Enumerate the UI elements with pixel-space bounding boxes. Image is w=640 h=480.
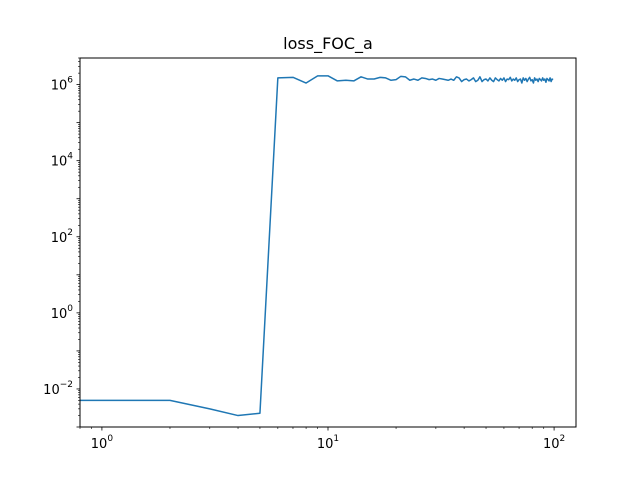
plot-frame [79, 57, 577, 428]
y-tick-label: 10−2 [43, 380, 73, 398]
series-line-0 [80, 75, 554, 417]
y-axis: 10−2 100 102 104 106 [43, 57, 80, 428]
x-axis: 100 101 102 [79, 427, 565, 452]
y-tick-label: 102 [51, 228, 73, 246]
chart-title: loss_FOC_a [283, 34, 373, 54]
y-tick-label: 106 [51, 76, 74, 94]
x-tick-label: 100 [91, 434, 114, 452]
y-tick-label: 100 [51, 304, 74, 322]
plot-area [80, 75, 554, 417]
x-tick-label: 102 [543, 434, 565, 452]
x-tick-label: 101 [317, 434, 339, 452]
y-tick-label: 104 [51, 152, 74, 170]
